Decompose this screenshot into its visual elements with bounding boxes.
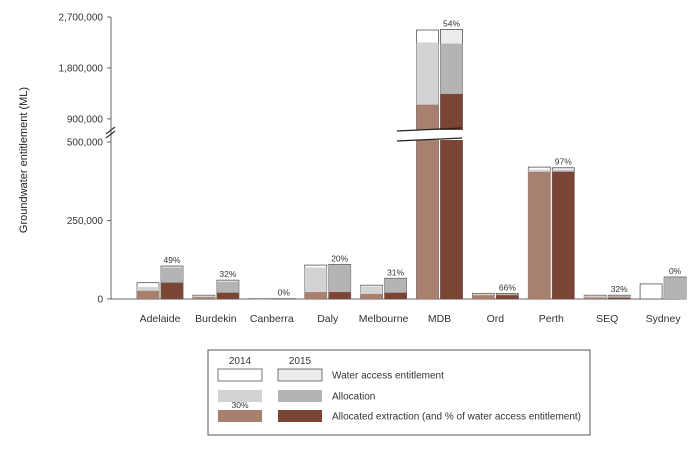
y-axis-title: Groundwater entitlement (ML) [18,87,30,233]
axis-break-mark [105,126,116,135]
bar-allocated-extraction-2014 [137,290,159,299]
legend-allocation-label: Allocation [332,392,375,403]
pct-label: 20% [331,253,348,263]
bar-allocated-extraction-2014 [416,104,439,300]
bar-allocated-extraction-2015 [552,171,575,299]
x-tick-label: Ord [487,313,505,325]
x-tick-label: MDB [428,313,451,325]
pct-label: 97% [555,157,572,167]
pct-label: 31% [387,267,404,277]
bar-allocated-extraction-2015 [328,292,351,299]
bar-allocation-2014 [304,267,327,299]
x-tick-label: SEQ [596,313,618,325]
x-tick-label: Canberra [250,313,294,325]
y-tick-label: 0 [97,295,103,306]
bar-water-access-entitlement-2014 [639,283,663,300]
axes: 0 250,000 500,000 900,000 1,800,000 2,700,000… [18,13,681,326]
y-tick-label: 900,000 [67,114,104,125]
y-tick-label: 500,000 [67,138,104,149]
legend: 2014 2015 Water access entitlement Allocati… [207,349,591,436]
bar-allocation-2015 [272,298,295,300]
legend-allocated-extraction-swatch-2014 [218,410,262,422]
pct-label: 32% [611,284,628,294]
x-tick-label: Adelaide [140,313,181,325]
x-tick-label: Sydney [646,313,682,325]
y-tick-label: 2,700,000 [59,13,104,24]
bar-allocation-2015 [608,295,631,299]
bar-allocated-extraction-2014 [528,171,551,299]
pct-label: 49% [163,255,180,265]
legend-water-access-entitlement-swatch-2015 [277,368,323,382]
bar-allocation-2015 [328,265,351,299]
bar-allocation-2014 [248,298,271,300]
bar-allocated-extraction-2015 [384,292,407,299]
legend-allocated-extraction-swatch-2015 [278,410,322,422]
legend-example-pct: 30% [231,400,248,410]
pct-label: 0% [278,288,291,298]
bar-allocated-extraction-2015 [440,93,463,299]
break-line [396,137,463,142]
pct-label: 66% [499,282,516,292]
bar-allocated-extraction-2014 [192,297,215,299]
y-tick-label: 250,000 [67,216,104,227]
legend-water-access-entitlement-label: Water access entitlement [332,371,444,382]
bar-allocated-extraction-2015 [216,292,239,299]
x-tick-label: Burdekin [195,313,237,325]
axis-break-band [395,130,465,140]
x-tick-label: Melbourne [359,313,409,325]
legend-water-access-entitlement-swatch-2014 [217,368,263,382]
legend-allocation-swatch-2014 [218,390,262,402]
bars [136,29,687,300]
x-tick-label: Daly [317,313,339,325]
bar-allocated-extraction-2014 [360,293,383,299]
y-tick-label: 1,800,000 [59,63,104,74]
bar-allocated-extraction-2015 [608,297,631,299]
bar-allocated-extraction-2014 [304,292,327,299]
legend-year-2014: 2014 [229,356,252,367]
bar-allocation-2015 [664,277,687,299]
legend-box [207,349,591,436]
pct-label: 0% [669,266,682,276]
bar-allocated-extraction-2014 [472,295,495,299]
legend-allocation-swatch-2015 [278,390,322,402]
labels: 49% 32% 0% 20% 31% 54% 66% 97% 32% 0% [163,18,681,297]
legend-year-2015: 2015 [289,356,312,367]
bar-allocated-extraction-2015 [161,282,183,299]
break-line [396,127,463,132]
bar-allocated-extraction-2015 [496,295,519,299]
x-tick-label: Perth [539,313,564,325]
legend-allocated-extraction-label: Allocated extraction (and % of water acc… [332,412,581,423]
pct-label: 32% [219,269,236,279]
axis-break-mark [105,130,116,139]
pct-label: 54% [443,18,460,28]
bar-allocated-extraction-2014 [584,297,607,299]
